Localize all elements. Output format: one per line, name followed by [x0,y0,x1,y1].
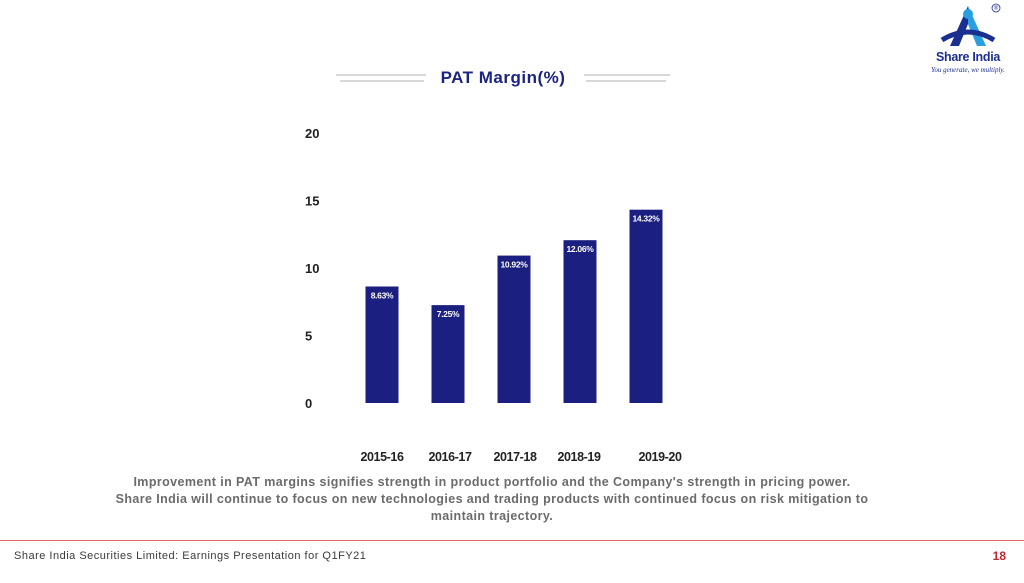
y-tick-label: 10 [305,261,319,276]
share-india-logo: ® Share India You generate, we multiply. [928,2,1008,80]
page-number: 18 [992,549,1006,563]
registered-mark: ® [994,5,999,12]
data-label: 10.92% [500,260,528,270]
logo-name: Share India [935,50,1001,64]
bar-2015-16 [365,286,399,403]
pat-margin-chart: 0 5 10 15 20 8.63% 2015-16 7.25% 2016-17 10.92% 20… [305,126,682,464]
x-tick-label: 2019-20 [638,450,682,464]
y-tick-label: 15 [305,194,319,209]
page-title: PAT Margin(%) [440,68,566,87]
data-label: 8.63% [371,290,394,300]
x-tick-label: 2016-17 [428,450,472,464]
x-tick-label: 2015-16 [360,450,404,464]
bar-2017-18 [497,255,531,403]
data-label: 12.06% [566,244,594,254]
x-tick-label: 2018-19 [557,450,601,464]
x-tick-label: 2017-18 [493,450,537,464]
bar-2019-20 [629,209,663,403]
share-india-logo-icon: ® [940,3,1001,46]
caption-line-1: Improvement in PAT margins signifies str… [133,475,851,489]
bar-2016-17 [431,305,465,403]
footer-text: Share India Securities Limited: Earnings… [14,550,367,562]
data-label: 7.25% [437,309,460,319]
logo-tagline: You generate, we multiply. [931,66,1005,74]
bar-2018-19 [563,240,597,403]
y-tick-label: 5 [305,329,312,344]
y-tick-label: 20 [305,126,319,141]
caption-line-3: maintain trajectory. [430,509,554,523]
caption: Improvement in PAT margins signifies str… [60,474,924,525]
caption-line-2: Share India will continue to focus on ne… [115,492,869,506]
data-label: 14.32% [632,214,660,224]
y-tick-label: 0 [305,396,312,411]
footer-divider [0,540,1024,541]
